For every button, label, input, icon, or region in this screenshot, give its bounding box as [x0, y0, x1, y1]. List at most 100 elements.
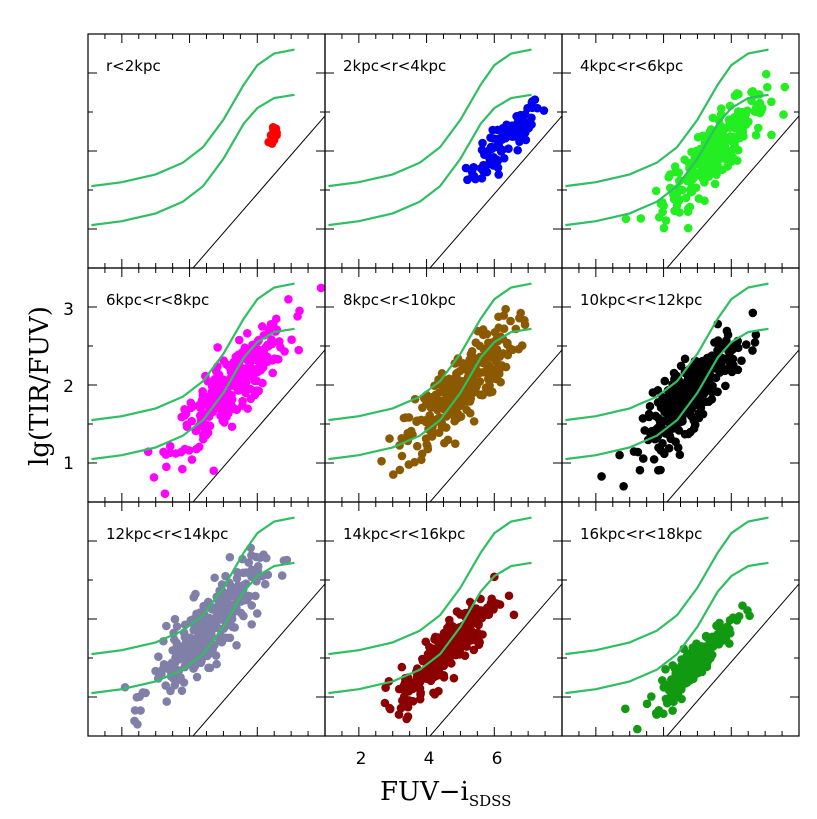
- data-point: [227, 422, 237, 432]
- data-point: [240, 343, 250, 352]
- data-point: [767, 97, 776, 107]
- data-point: [223, 597, 232, 606]
- data-point: [260, 579, 270, 589]
- data-point: [269, 135, 279, 145]
- data-point: [491, 374, 501, 384]
- data-point: [721, 381, 730, 391]
- data-point: [377, 456, 386, 466]
- reference-line: [666, 115, 799, 268]
- data-point: [490, 328, 500, 337]
- data-point: [469, 417, 479, 426]
- data-point: [178, 464, 187, 474]
- data-point: [621, 704, 630, 714]
- data-point: [180, 410, 190, 420]
- data-point: [136, 706, 145, 715]
- data-point: [665, 170, 675, 179]
- data-point: [660, 449, 669, 459]
- data-point: [713, 346, 723, 355]
- data-point: [687, 147, 696, 157]
- data-point: [669, 683, 679, 693]
- model-curve-upper: [91, 516, 295, 656]
- data-point: [685, 390, 694, 399]
- data-point: [395, 465, 405, 475]
- data-point: [212, 603, 221, 612]
- data-point: [195, 622, 204, 631]
- data-point: [700, 196, 709, 206]
- data-point: [196, 410, 206, 420]
- data-point: [693, 133, 703, 142]
- data-point: [615, 450, 624, 460]
- data-point: [621, 214, 631, 224]
- data-point: [704, 152, 714, 162]
- data-point: [516, 308, 525, 318]
- data-point: [684, 668, 694, 678]
- data-point: [668, 396, 678, 406]
- data-point: [690, 664, 700, 673]
- data-point: [239, 580, 249, 590]
- data-point: [170, 614, 180, 624]
- data-point: [673, 443, 683, 453]
- model-curve-upper: [91, 282, 295, 422]
- data-point: [734, 145, 743, 155]
- data-point: [268, 368, 278, 378]
- data-point: [780, 82, 790, 92]
- data-point: [430, 690, 440, 699]
- data-point: [674, 677, 683, 686]
- model-curve-lower: [565, 327, 769, 461]
- data-point: [176, 447, 186, 457]
- data-point: [715, 618, 724, 628]
- data-point: [225, 552, 235, 562]
- data-point: [494, 312, 503, 322]
- data-point: [666, 434, 676, 444]
- data-point: [658, 439, 667, 448]
- data-point: [493, 156, 503, 165]
- data-point: [501, 123, 511, 133]
- data-point: [228, 622, 237, 632]
- reference-line: [429, 349, 562, 502]
- data-point: [416, 415, 426, 425]
- data-point: [478, 166, 488, 176]
- panel-plot-area: [565, 282, 799, 502]
- data-point: [675, 208, 684, 217]
- data-point: [179, 654, 189, 664]
- data-point: [397, 433, 406, 443]
- data-point: [467, 167, 477, 177]
- data-point: [257, 322, 267, 331]
- data-point: [753, 123, 763, 133]
- panel-label: 8kpc<r<10kpc: [343, 291, 456, 309]
- data-point: [452, 379, 462, 389]
- data-point: [491, 142, 501, 151]
- panel: 16kpc<r<18kpc: [561, 501, 800, 737]
- data-point: [691, 371, 701, 380]
- data-point: [249, 371, 258, 380]
- data-point: [187, 416, 197, 426]
- data-point: [162, 621, 171, 631]
- data-point: [162, 462, 171, 472]
- data-point: [246, 567, 255, 576]
- data-point: [444, 383, 453, 392]
- data-point: [629, 447, 639, 456]
- data-point: [423, 441, 432, 451]
- data-point: [683, 223, 693, 233]
- data-point: [642, 699, 652, 709]
- data-point: [741, 115, 750, 124]
- data-point: [428, 427, 437, 436]
- data-point: [494, 170, 503, 179]
- data-point: [213, 609, 222, 619]
- data-point: [397, 451, 407, 461]
- data-point: [675, 450, 685, 460]
- data-point: [656, 199, 666, 209]
- data-point: [445, 615, 454, 625]
- reference-line: [192, 349, 325, 502]
- x-tick-label-6: 6: [492, 749, 503, 769]
- data-point: [711, 373, 721, 383]
- data-point: [229, 404, 239, 413]
- data-point: [397, 662, 407, 672]
- data-point: [509, 610, 519, 620]
- data-point: [440, 438, 449, 448]
- data-point: [257, 359, 267, 369]
- data-point: [220, 588, 230, 598]
- data-point: [192, 444, 201, 454]
- data-point: [172, 622, 182, 631]
